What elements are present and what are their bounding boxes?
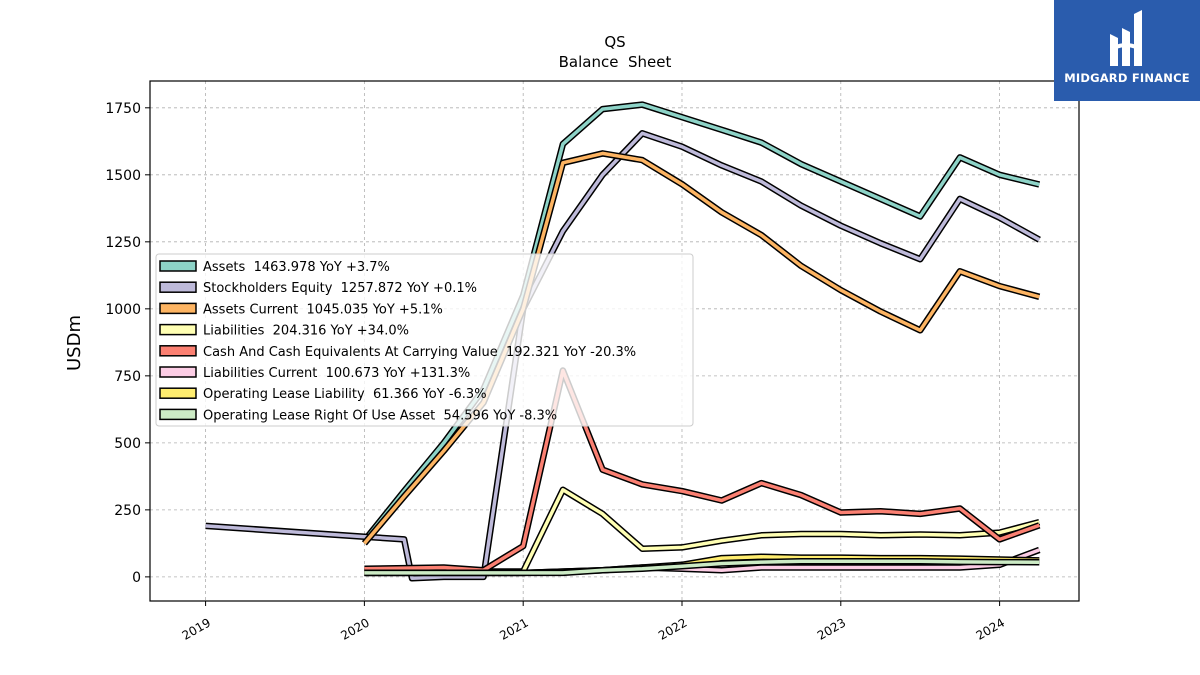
y-tick-label: 1250 <box>105 235 141 251</box>
plot-frame <box>149 80 1080 602</box>
legend-label: Operating Lease Liability 61.366 YoY -6.… <box>203 387 487 402</box>
series-line <box>205 131 1041 580</box>
brand-logo: MIDGARD FINANCE <box>1054 0 1200 101</box>
legend-swatch <box>159 366 197 378</box>
series-8 <box>364 558 1040 577</box>
series-5 <box>364 367 1041 574</box>
legend-label: Liabilities Current 100.673 YoY +131.3% <box>203 366 470 381</box>
legend-swatch <box>159 281 197 293</box>
series-line <box>364 368 1040 572</box>
legend-label: Liabilities 204.316 YoY +34.0% <box>203 324 409 339</box>
legend-swatch <box>159 408 197 421</box>
chart-title: QS <box>604 33 625 51</box>
legend-label: Operating Lease Right Of Use Asset 54.59… <box>203 408 557 423</box>
y-tick-label: 250 <box>114 503 141 519</box>
x-tick-label: 2021 <box>497 615 530 642</box>
legend-swatch <box>159 323 197 336</box>
brand-name: MIDGARD FINANCE <box>1064 71 1190 85</box>
y-axis-label: USDm <box>64 315 85 371</box>
legend-label: Assets Current 1045.035 YoY +5.1% <box>203 302 443 317</box>
legend-box <box>155 253 694 427</box>
series-2 <box>205 130 1041 582</box>
series-line <box>364 559 1040 575</box>
x-tick-label: 2023 <box>815 615 848 642</box>
legend-label: Assets 1463.978 YoY +3.7% <box>203 260 390 275</box>
x-tick-label: 2024 <box>974 615 1007 642</box>
legend-swatch <box>159 302 197 315</box>
y-tick-label: 1000 <box>105 302 141 318</box>
legend-swatch <box>159 260 197 272</box>
x-tick-label: 2022 <box>656 615 689 642</box>
y-tick-label: 1500 <box>105 168 141 184</box>
y-tick-label: 750 <box>114 369 141 385</box>
chart-subtitle: Balance Sheet <box>559 53 672 71</box>
x-tick-label: 2019 <box>180 615 213 642</box>
x-tick-label: 2020 <box>338 615 371 642</box>
legend-swatch <box>159 387 197 399</box>
midgard-logo-icon <box>1110 10 1142 66</box>
y-tick-label: 500 <box>114 436 141 452</box>
y-tick-label: 0 <box>132 570 141 586</box>
legend-swatch <box>159 345 197 357</box>
legend-label: Cash And Cash Equivalents At Carrying Va… <box>203 345 636 360</box>
legend-label: Stockholders Equity 1257.872 YoY +0.1% <box>203 281 477 296</box>
legend: Assets 1463.978 YoY +3.7% Stockholders Eq… <box>155 253 694 427</box>
y-tick-label: 1750 <box>105 101 141 117</box>
